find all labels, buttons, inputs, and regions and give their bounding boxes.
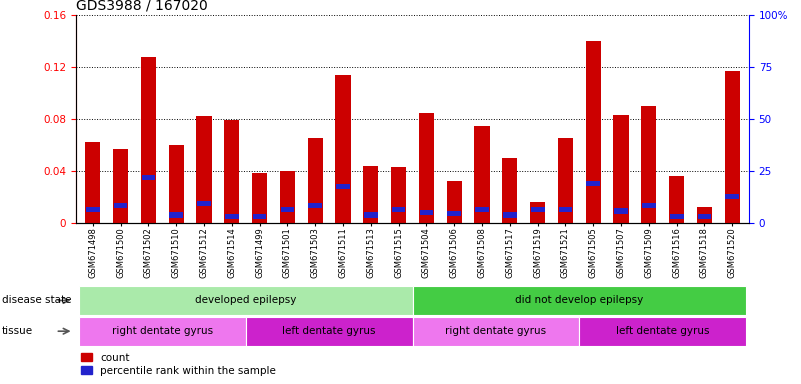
Bar xyxy=(308,139,323,223)
Bar xyxy=(420,210,433,215)
Bar xyxy=(197,201,211,206)
Text: tissue: tissue xyxy=(2,326,33,336)
Text: GDS3988 / 167020: GDS3988 / 167020 xyxy=(76,0,207,13)
Bar xyxy=(78,317,246,346)
Bar xyxy=(558,207,572,212)
Bar xyxy=(169,212,183,217)
Bar xyxy=(364,212,378,217)
Bar xyxy=(196,116,211,223)
Text: right dentate gyrus: right dentate gyrus xyxy=(445,326,546,336)
Bar xyxy=(363,166,378,223)
Bar xyxy=(614,209,628,214)
Bar xyxy=(78,286,413,315)
Bar xyxy=(225,214,239,219)
Bar xyxy=(474,126,489,223)
Bar xyxy=(557,139,573,223)
Bar xyxy=(246,317,413,346)
Bar xyxy=(413,317,579,346)
Bar xyxy=(475,207,489,212)
Bar xyxy=(252,214,267,219)
Bar xyxy=(642,203,656,209)
Bar xyxy=(391,167,406,223)
Bar xyxy=(502,158,517,223)
Bar xyxy=(114,203,127,209)
Bar xyxy=(419,113,434,223)
Bar xyxy=(641,106,657,223)
Text: right dentate gyrus: right dentate gyrus xyxy=(111,326,213,336)
Bar xyxy=(113,149,128,223)
Bar xyxy=(392,207,405,212)
Bar xyxy=(726,194,739,199)
Bar xyxy=(413,286,747,315)
Bar xyxy=(280,171,295,223)
Bar xyxy=(224,120,239,223)
Bar xyxy=(280,207,294,212)
Bar xyxy=(168,145,184,223)
Text: left dentate gyrus: left dentate gyrus xyxy=(283,326,376,336)
Text: did not develop epilepsy: did not develop epilepsy xyxy=(515,295,643,306)
Legend: count, percentile rank within the sample: count, percentile rank within the sample xyxy=(82,353,276,376)
Bar xyxy=(531,207,545,212)
Text: left dentate gyrus: left dentate gyrus xyxy=(616,326,710,336)
Bar xyxy=(308,203,322,209)
Bar xyxy=(698,214,711,219)
Bar xyxy=(447,211,461,216)
Bar xyxy=(141,57,156,223)
Bar xyxy=(669,176,684,223)
Bar xyxy=(725,71,740,223)
Bar xyxy=(586,41,601,223)
Text: developed epilepsy: developed epilepsy xyxy=(195,295,296,306)
Bar xyxy=(336,184,350,189)
Bar xyxy=(586,181,600,187)
Bar xyxy=(85,142,100,223)
Bar xyxy=(530,202,545,223)
Bar xyxy=(142,175,155,180)
Bar xyxy=(503,212,517,217)
Bar xyxy=(670,214,683,219)
Bar xyxy=(336,75,351,223)
Text: disease state: disease state xyxy=(2,295,71,306)
Bar xyxy=(252,174,268,223)
Bar xyxy=(614,115,629,223)
Bar xyxy=(447,181,462,223)
Bar xyxy=(579,317,747,346)
Bar xyxy=(697,207,712,223)
Bar xyxy=(86,207,99,212)
